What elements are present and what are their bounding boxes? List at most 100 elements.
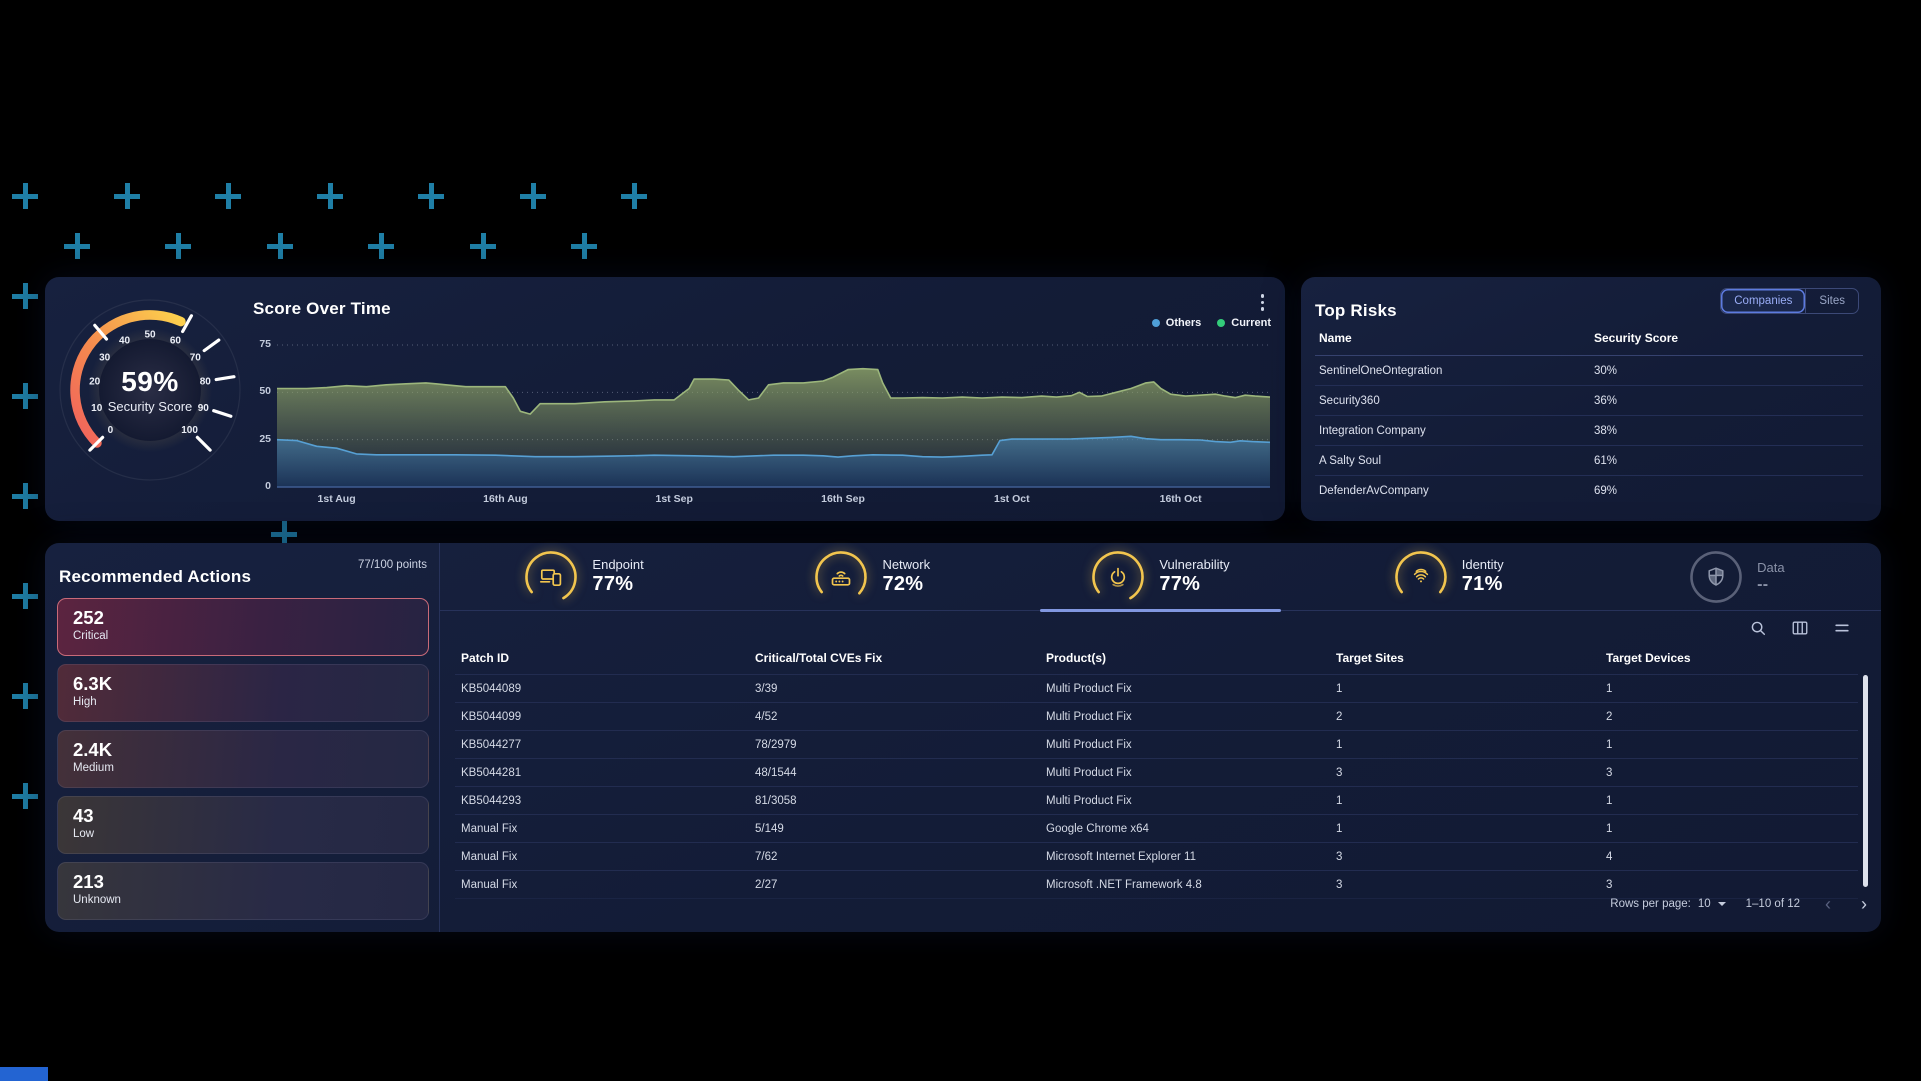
patch-row[interactable]: KB5044099 4/52 Multi Product Fix 2 2: [455, 702, 1858, 730]
patch-cell: 1: [1336, 794, 1343, 807]
severity-label: Low: [73, 828, 95, 840]
patch-col-header: Critical/Total CVEs Fix: [755, 651, 883, 665]
search-icon[interactable]: [1749, 619, 1767, 637]
severity-label: Critical: [73, 630, 109, 642]
table-toolbar: [1749, 619, 1851, 637]
category-value: --: [1757, 575, 1769, 593]
severity-list: 252 Critical 6.3K High 2.4K Medium 43 Low 213 Unk…: [57, 598, 429, 920]
severity-label: Unknown: [73, 894, 121, 906]
plus-decor: [12, 783, 38, 809]
plus-decor: [571, 233, 597, 259]
risk-score: 30%: [1594, 364, 1618, 377]
patch-cell: 1: [1336, 822, 1343, 835]
risk-row[interactable]: SentinelOneOntegration 30%: [1315, 356, 1863, 386]
security-score-gauge: 0 10 20 30 40 50 60 70 80 90 100 59% Security Scor…: [47, 287, 253, 493]
patch-cell: Google Chrome x64: [1046, 822, 1149, 835]
svg-text:50: 50: [144, 330, 156, 341]
severity-card-medium[interactable]: 2.4K Medium: [57, 730, 429, 788]
x-tick-label: 1st Oct: [994, 493, 1030, 505]
patch-row[interactable]: KB5044277 78/2979 Multi Product Fix 1 1: [455, 730, 1858, 758]
patch-cell: KB5044089: [461, 682, 522, 695]
patch-cell: 78/2979: [755, 738, 797, 751]
score-points-summary: 77/100 points: [357, 559, 427, 571]
severity-count: 2.4K: [73, 739, 113, 760]
patch-row[interactable]: KB5044293 81/3058 Multi Product Fix 1 1: [455, 786, 1858, 814]
patch-row[interactable]: KB5044089 3/39 Multi Product Fix 1 1: [455, 674, 1858, 702]
tab-vulnerability[interactable]: Vulnerability 77%: [1016, 543, 1304, 612]
patch-cell: 1: [1336, 682, 1343, 695]
severity-card-critical[interactable]: 252 Critical: [57, 598, 429, 656]
risk-name: DefenderAvCompany: [1319, 484, 1429, 497]
patch-cell: Multi Product Fix: [1046, 766, 1132, 779]
network-router-icon: [829, 565, 853, 589]
patch-col-header: Patch ID: [461, 651, 510, 665]
svg-text:10: 10: [91, 403, 103, 414]
patch-cell: 2: [1606, 710, 1613, 723]
patch-cell: 5/149: [755, 822, 784, 835]
x-tick-label: 1st Sep: [655, 493, 693, 505]
legend-item-current[interactable]: Current: [1217, 317, 1271, 329]
patch-cell: KB5044277: [461, 738, 522, 751]
score-over-time-card: 0 10 20 30 40 50 60 70 80 90 100 59% Security Scor…: [45, 277, 1285, 521]
data-shield-icon: [1704, 565, 1728, 589]
svg-text:60: 60: [170, 336, 182, 347]
legend-dot: [1151, 319, 1160, 327]
x-tick-label: 16th Aug: [483, 493, 528, 505]
tab-companies[interactable]: Companies: [1721, 289, 1806, 313]
severity-card-unknown[interactable]: 213 Unknown: [57, 862, 429, 920]
plus-decor: [418, 183, 444, 209]
patch-row-truncated: ...: [455, 898, 1858, 906]
category-value: 77%: [592, 573, 634, 595]
category-ring: [1091, 550, 1145, 604]
tab-endpoint[interactable]: Endpoint 77%: [440, 543, 728, 610]
patch-row[interactable]: Manual Fix 2/27 Microsoft .NET Framework 4…: [455, 870, 1858, 898]
severity-card-low[interactable]: 43 Low: [57, 796, 429, 854]
patch-row[interactable]: Manual Fix 5/149 Google Chrome x64 1 1: [455, 814, 1858, 842]
plus-decor: [520, 183, 546, 209]
panel-divider: [439, 543, 440, 932]
severity-count: 43: [73, 805, 94, 826]
tab-network[interactable]: Network 72%: [728, 543, 1016, 610]
columns-icon[interactable]: [1791, 619, 1809, 637]
next-page-button[interactable]: ›: [1861, 894, 1867, 914]
risk-row[interactable]: Integration Company 38%: [1315, 416, 1863, 446]
patch-col-header: Product(s): [1046, 651, 1106, 665]
rows-per-page-select[interactable]: Rows per page: 10: [1610, 898, 1726, 910]
category-value: 71%: [1461, 573, 1503, 595]
score-card-title: Score Over Time: [253, 299, 391, 319]
top-risks-title: Top Risks: [1315, 301, 1397, 321]
table-scrollbar-thumb[interactable]: [1863, 675, 1868, 887]
severity-card-high[interactable]: 6.3K High: [57, 664, 429, 722]
risks-col-name: Name: [1319, 331, 1352, 345]
category-label: Identity: [1461, 557, 1504, 572]
patch-cell: 1: [1336, 738, 1343, 751]
kebab-menu-icon[interactable]: [1256, 289, 1270, 316]
plus-decor: [470, 233, 496, 259]
tab-identity[interactable]: Identity 71%: [1305, 543, 1593, 610]
risk-row[interactable]: Security360 36%: [1315, 386, 1863, 416]
density-icon[interactable]: [1833, 619, 1851, 637]
patch-table-header: Patch ID Critical/Total CVEs Fix Product(s…: [455, 647, 1858, 674]
severity-count: 6.3K: [73, 673, 113, 694]
patch-cell: 7/62: [755, 850, 778, 863]
patch-cell: Multi Product Fix: [1046, 738, 1132, 751]
risk-row[interactable]: DefenderAvCompany 69%: [1315, 476, 1863, 505]
severity-label: High: [73, 696, 97, 708]
patch-cell: Manual Fix: [461, 878, 518, 891]
patch-cell: Multi Product Fix: [1046, 682, 1132, 695]
legend-item-others[interactable]: Others: [1151, 317, 1201, 329]
patch-cell: 3: [1336, 766, 1343, 779]
category-label: Endpoint: [592, 557, 644, 572]
tab-sites[interactable]: Sites: [1805, 289, 1858, 313]
risk-name: Security360: [1319, 394, 1380, 407]
prev-page-button: ‹: [1825, 894, 1831, 914]
category-value: 72%: [882, 573, 924, 595]
patch-row[interactable]: Manual Fix 7/62 Microsoft Internet Explore…: [455, 842, 1858, 870]
patch-table: Patch ID Critical/Total CVEs Fix Product(s…: [455, 647, 1858, 906]
patch-row[interactable]: KB5044281 48/1544 Multi Product Fix 3 3: [455, 758, 1858, 786]
patch-cell: 1: [1606, 738, 1613, 751]
patch-cell: Microsoft .NET Framework 4.8: [1046, 878, 1202, 891]
patch-cell: 4/52: [755, 710, 778, 723]
risk-row[interactable]: A Salty Soul 61%: [1315, 446, 1863, 476]
